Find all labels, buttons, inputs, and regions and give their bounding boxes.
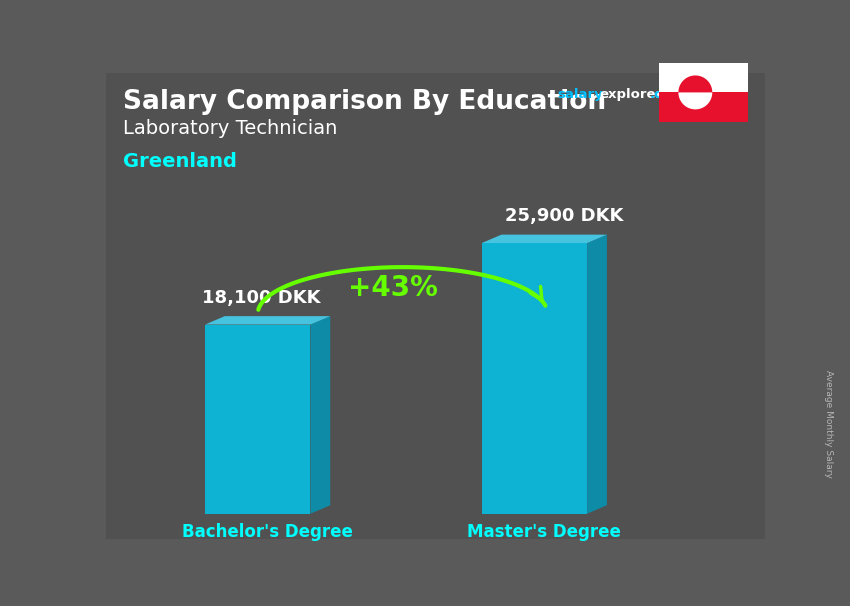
Text: +43%: +43%: [348, 274, 438, 302]
Text: Master's Degree: Master's Degree: [468, 523, 621, 541]
Text: explorer: explorer: [599, 88, 662, 101]
Text: Bachelor's Degree: Bachelor's Degree: [182, 523, 353, 541]
Text: Average Monthly Salary: Average Monthly Salary: [824, 370, 833, 478]
Polygon shape: [587, 235, 607, 514]
Text: Laboratory Technician: Laboratory Technician: [122, 119, 337, 138]
Polygon shape: [678, 76, 712, 92]
Text: Greenland: Greenland: [122, 152, 236, 171]
Polygon shape: [106, 73, 765, 539]
Text: .com: .com: [649, 88, 686, 101]
Polygon shape: [678, 92, 712, 109]
Polygon shape: [482, 243, 587, 514]
Polygon shape: [659, 92, 748, 122]
Polygon shape: [659, 63, 748, 92]
Polygon shape: [310, 316, 330, 514]
Text: salary: salary: [558, 88, 604, 101]
Text: 25,900 DKK: 25,900 DKK: [505, 207, 623, 225]
Polygon shape: [205, 325, 310, 514]
Text: 18,100 DKK: 18,100 DKK: [201, 289, 320, 307]
Polygon shape: [482, 235, 607, 243]
Polygon shape: [205, 316, 330, 325]
Text: Salary Comparison By Education: Salary Comparison By Education: [122, 89, 606, 115]
